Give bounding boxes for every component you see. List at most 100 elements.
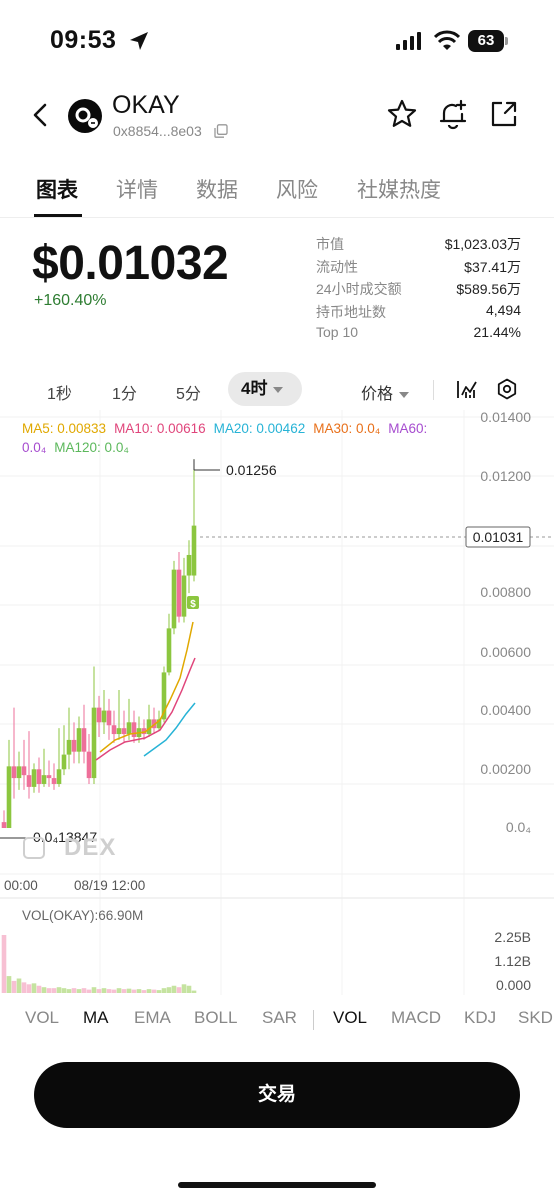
- volume-label: VOL(OKAY):66.90M: [22, 908, 144, 923]
- indicator-kdj[interactable]: KDJ: [464, 1008, 497, 1027]
- candle-body: [171, 569, 177, 629]
- token-address: 0x8854...8e03: [113, 123, 202, 139]
- candle-body: [156, 719, 162, 729]
- ma5-value: MA5: 0.00833: [22, 421, 107, 436]
- y-tick-label: 0.00600: [480, 644, 531, 660]
- stat-value: $589.56万: [456, 281, 521, 297]
- clock: 09:53: [50, 26, 117, 54]
- interval-1m[interactable]: 1分: [112, 386, 137, 403]
- indicators-icon[interactable]: [456, 378, 478, 400]
- volume-bar: [101, 988, 107, 993]
- candle-body: [151, 719, 157, 729]
- ma60-value: MA60: 0.0₄: [22, 421, 428, 455]
- candle-body: [26, 775, 32, 787]
- tab-data[interactable]: 数据: [196, 179, 238, 202]
- candle-body: [91, 707, 97, 779]
- y-tick-label: 0.01200: [480, 468, 531, 484]
- interval-1s[interactable]: 1秒: [47, 386, 72, 403]
- volume-bar: [186, 985, 192, 993]
- interval-5m[interactable]: 5分: [176, 386, 201, 403]
- volume-bar: [166, 987, 172, 993]
- candle-body: [71, 739, 77, 752]
- candle-body: [21, 766, 27, 776]
- candle-body: [96, 707, 102, 723]
- stat-label: Top 10: [316, 324, 359, 340]
- tab-chart[interactable]: 图表: [36, 179, 78, 202]
- volume-bar: [26, 984, 32, 993]
- volume-bar: [111, 989, 117, 993]
- price-chart[interactable]: 0.01400 0.01200 0.00800 0.00600 0.00400 0.002…: [0, 410, 554, 1000]
- toolbar-divider: [433, 380, 434, 400]
- copy-icon[interactable]: [214, 124, 228, 138]
- stat-liquidity: 流动性 $37.41万: [316, 257, 521, 280]
- ma120-value: MA120: 0.0₄: [54, 440, 129, 455]
- candle-body: [46, 775, 52, 779]
- tab-details[interactable]: 详情: [116, 179, 158, 202]
- stat-holders: 持币地址数 4,494: [316, 302, 521, 325]
- candle-body: [1, 822, 7, 828]
- status-bar: 09:53 63: [0, 0, 554, 80]
- wifi-icon: [434, 30, 460, 50]
- volume-bar: [126, 988, 132, 993]
- chart-toolbar: 1秒 1分 5分 4时 价格: [0, 370, 554, 410]
- dex-watermark: DEX: [64, 834, 117, 861]
- token-logo: [68, 99, 102, 133]
- indicator-macd[interactable]: MACD: [391, 1008, 442, 1027]
- candle-body: [66, 739, 72, 755]
- tab-risk[interactable]: 风险: [276, 179, 318, 202]
- candle-body: [131, 722, 137, 737]
- candle-body: [6, 766, 12, 828]
- candle-body: [86, 751, 92, 779]
- volume-bar: [56, 987, 62, 993]
- volume-bar: [6, 976, 12, 993]
- volume-bar: [81, 988, 87, 993]
- volume-bar: [151, 989, 157, 993]
- candle-body: [76, 728, 82, 752]
- caret-down-icon: [273, 386, 284, 393]
- current-price-label: 0.01031: [473, 529, 524, 545]
- volume-bar: [86, 989, 92, 993]
- token-stats: 市值 $1,023.03万 流动性 $37.41万 24小时成交额 $589.5…: [316, 234, 521, 347]
- indicator-boll[interactable]: BOLL: [194, 1008, 238, 1027]
- battery-level: 63: [468, 30, 504, 52]
- share-icon[interactable]: [488, 98, 520, 130]
- y-tick-label: 0.00800: [480, 584, 531, 600]
- indicator-tabs: VOL MA EMA BOLL SAR VOL MACD KDJ SKD...: [0, 1002, 554, 1036]
- selected-interval: 4时: [241, 379, 268, 398]
- indicator-ma[interactable]: MA: [83, 1008, 109, 1027]
- volume-bar: [121, 989, 127, 993]
- candle-body: [116, 728, 122, 735]
- back-arrow-icon[interactable]: [30, 102, 50, 128]
- trade-button[interactable]: 交易: [34, 1062, 520, 1128]
- indicator-ema[interactable]: EMA: [134, 1008, 171, 1027]
- dex-logo-icon: [23, 837, 45, 859]
- candle-body: [121, 728, 127, 735]
- stat-value: 4,494: [485, 301, 521, 318]
- interval-selector[interactable]: 4时: [228, 372, 302, 406]
- candle-body: [101, 710, 107, 723]
- favorite-star-icon[interactable]: [386, 98, 418, 130]
- ma-legend: MA5: 0.00833 MA10: 0.00616 MA20: 0.00462 MA…: [22, 419, 462, 457]
- indicator-skdj[interactable]: SKD...: [518, 1008, 554, 1027]
- ma30-value: MA30: 0.0₄: [313, 421, 381, 436]
- volume-bar: [51, 988, 57, 993]
- volume-bar: [131, 989, 137, 993]
- stat-top10: Top 10 21.44%: [316, 324, 521, 347]
- price-mode-selector[interactable]: 价格: [361, 380, 410, 404]
- chart-settings-icon[interactable]: [496, 378, 518, 400]
- volume-bar: [11, 980, 17, 993]
- candle-body: [166, 628, 172, 673]
- volume-bar: [116, 988, 122, 993]
- indicator-sar[interactable]: SAR: [262, 1008, 297, 1027]
- y-tick-label: 0.0₄: [506, 819, 531, 835]
- tab-social-heat[interactable]: 社媒热度: [357, 179, 441, 202]
- candle-body: [186, 554, 192, 576]
- stat-value: $1,023.03万: [444, 236, 521, 252]
- indicator-vol-sub[interactable]: VOL: [333, 1008, 368, 1027]
- ma10-value: MA10: 0.00616: [114, 421, 206, 436]
- price-alert-bell-icon[interactable]: [437, 98, 469, 130]
- volume-bar: [31, 983, 37, 993]
- location-arrow-icon: [130, 32, 148, 50]
- indicator-vol-main[interactable]: VOL: [25, 1008, 60, 1027]
- candle-body: [141, 728, 147, 735]
